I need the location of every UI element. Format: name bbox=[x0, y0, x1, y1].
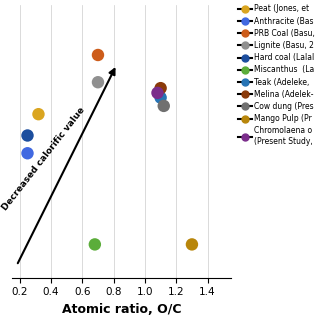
Point bbox=[92, 242, 97, 247]
Point bbox=[25, 133, 30, 138]
Point bbox=[95, 80, 100, 85]
Point bbox=[189, 242, 195, 247]
Point bbox=[158, 95, 163, 100]
Point bbox=[95, 52, 100, 58]
X-axis label: Atomic ratio, O/C: Atomic ratio, O/C bbox=[62, 303, 181, 316]
Point bbox=[155, 90, 160, 95]
Point bbox=[161, 103, 166, 108]
Text: Decreased calorific value: Decreased calorific value bbox=[0, 106, 86, 212]
Legend: Peat (Jones, et, Anthracite (Bas, PRB Coal (Basu,, Lignite (Basu, 2, Hard coal (: Peat (Jones, et, Anthracite (Bas, PRB Co… bbox=[237, 4, 316, 147]
Point bbox=[36, 112, 41, 117]
Point bbox=[158, 85, 163, 91]
Point bbox=[25, 151, 30, 156]
